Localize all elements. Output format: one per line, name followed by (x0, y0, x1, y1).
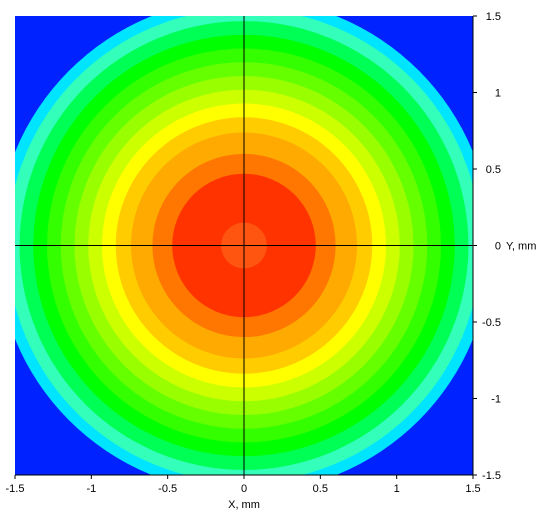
y-ticks: 1.5 1 0.5 0 -0.5 -1 -1.5 (473, 11, 501, 482)
x-axis-label: X, mm (228, 499, 260, 511)
x-tick-label: 1.5 (465, 483, 480, 495)
y-tick-label: -1.5 (482, 470, 501, 482)
y-tick-label: 1.5 (486, 11, 501, 23)
y-tick-label: -0.5 (482, 317, 501, 329)
x-tick-label: -1.5 (6, 483, 25, 495)
x-tick-label: 0 (241, 483, 247, 495)
y-axis-label: Y, mm (506, 241, 536, 253)
plot-area (15, 16, 473, 475)
y-tick-label: -1 (491, 394, 501, 406)
contour-layer (15, 16, 473, 475)
x-tick-label: -1 (86, 483, 96, 495)
y-tick-label: 0.5 (486, 164, 501, 176)
y-tick-label: 0 (495, 241, 501, 253)
x-axis: -1.5 -1 -0.5 0 0.5 1 1.5 X, mm (6, 474, 481, 511)
x-tick-label: -0.5 (158, 483, 177, 495)
x-tick-label: 1 (394, 483, 400, 495)
x-tick-label: 0.5 (313, 483, 328, 495)
y-tick-label: 1 (495, 88, 501, 100)
crosshair (15, 16, 473, 475)
y-axis: 1.5 1 0.5 0 -0.5 -1 -1.5 Y, mm (472, 11, 536, 482)
x-ticks: -1.5 -1 -0.5 0 0.5 1 1.5 (6, 475, 481, 495)
